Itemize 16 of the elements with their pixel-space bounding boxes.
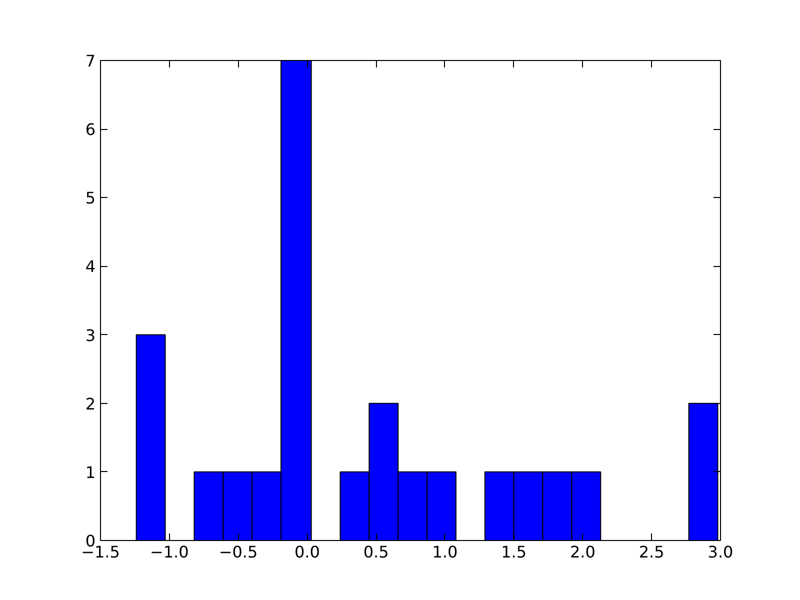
x-tick-label: 3.0 xyxy=(708,542,734,562)
x-tick-label: 0.0 xyxy=(294,542,320,562)
y-tick-label: 5 xyxy=(85,188,96,208)
y-tick-label: 4 xyxy=(85,257,96,276)
y-tick-label: 3 xyxy=(85,326,96,345)
y-tick-label: 1 xyxy=(85,462,96,482)
y-tick-label: 2 xyxy=(85,394,96,414)
x-tick-label: −0.5 xyxy=(218,542,258,562)
x-tick-label: 2.0 xyxy=(570,542,596,562)
x-tick-label: 0.5 xyxy=(363,542,389,562)
x-tick-label: −1.0 xyxy=(150,542,189,562)
x-tick-label: 1.5 xyxy=(501,542,527,562)
y-tick-label: 6 xyxy=(85,120,96,140)
y-tick-label: 7 xyxy=(85,52,96,70)
x-tick-label: 1.0 xyxy=(432,542,458,562)
x-tick-label: 2.5 xyxy=(638,542,664,562)
